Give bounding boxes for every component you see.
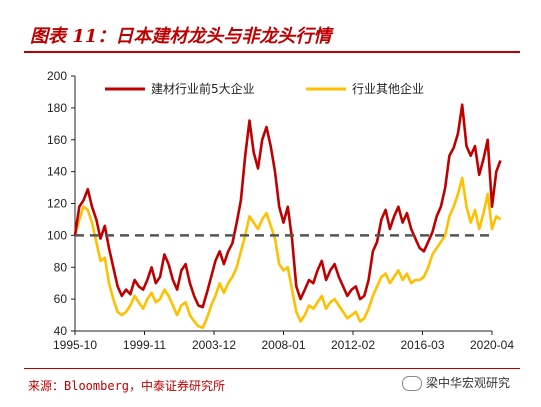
x-tick-label: 2003-12 — [192, 338, 236, 352]
x-tick-label: 2012-02 — [331, 338, 375, 352]
y-tick-label: 200 — [47, 69, 67, 83]
x-tick-label: 1999-11 — [123, 338, 166, 352]
figure-title: 图表 11：日本建材龙头与非龙头行情 — [30, 26, 332, 47]
y-tick-label: 100 — [47, 228, 67, 242]
y-tick-label: 120 — [47, 197, 67, 211]
line-chart: 40 60 80 100 120 140 160 180 200 1995-10 1999-11 20… — [47, 69, 514, 352]
source-note: 来源：Bloomberg，中泰证券研究所 — [28, 379, 226, 393]
legend-label-1: 建材行业前5大企业 — [151, 81, 255, 96]
watermark-text: 梁中华宏观研究 — [426, 376, 511, 390]
x-tick-label: 2020-04 — [470, 338, 514, 352]
series-line-2 — [73, 176, 502, 330]
y-tick-label: 60 — [54, 292, 68, 306]
y-tick-label: 160 — [47, 133, 67, 147]
x-tick-label: 2016-03 — [400, 338, 444, 352]
bottom-rule — [24, 368, 520, 369]
y-tick-label: 40 — [54, 324, 68, 338]
x-tick-label: 2008-01 — [261, 338, 305, 352]
y-tick-label: 180 — [47, 101, 67, 115]
y-tick-label: 140 — [47, 165, 67, 179]
x-tick-label: 1995-10 — [53, 338, 97, 352]
legend-label-2: 行业其他企业 — [352, 81, 424, 96]
series-line-1 — [73, 103, 502, 309]
y-tick-label: 80 — [54, 260, 68, 274]
wechat-icon — [402, 376, 422, 391]
title-rule — [24, 51, 520, 53]
watermark: 梁中华宏观研究 — [402, 374, 510, 391]
